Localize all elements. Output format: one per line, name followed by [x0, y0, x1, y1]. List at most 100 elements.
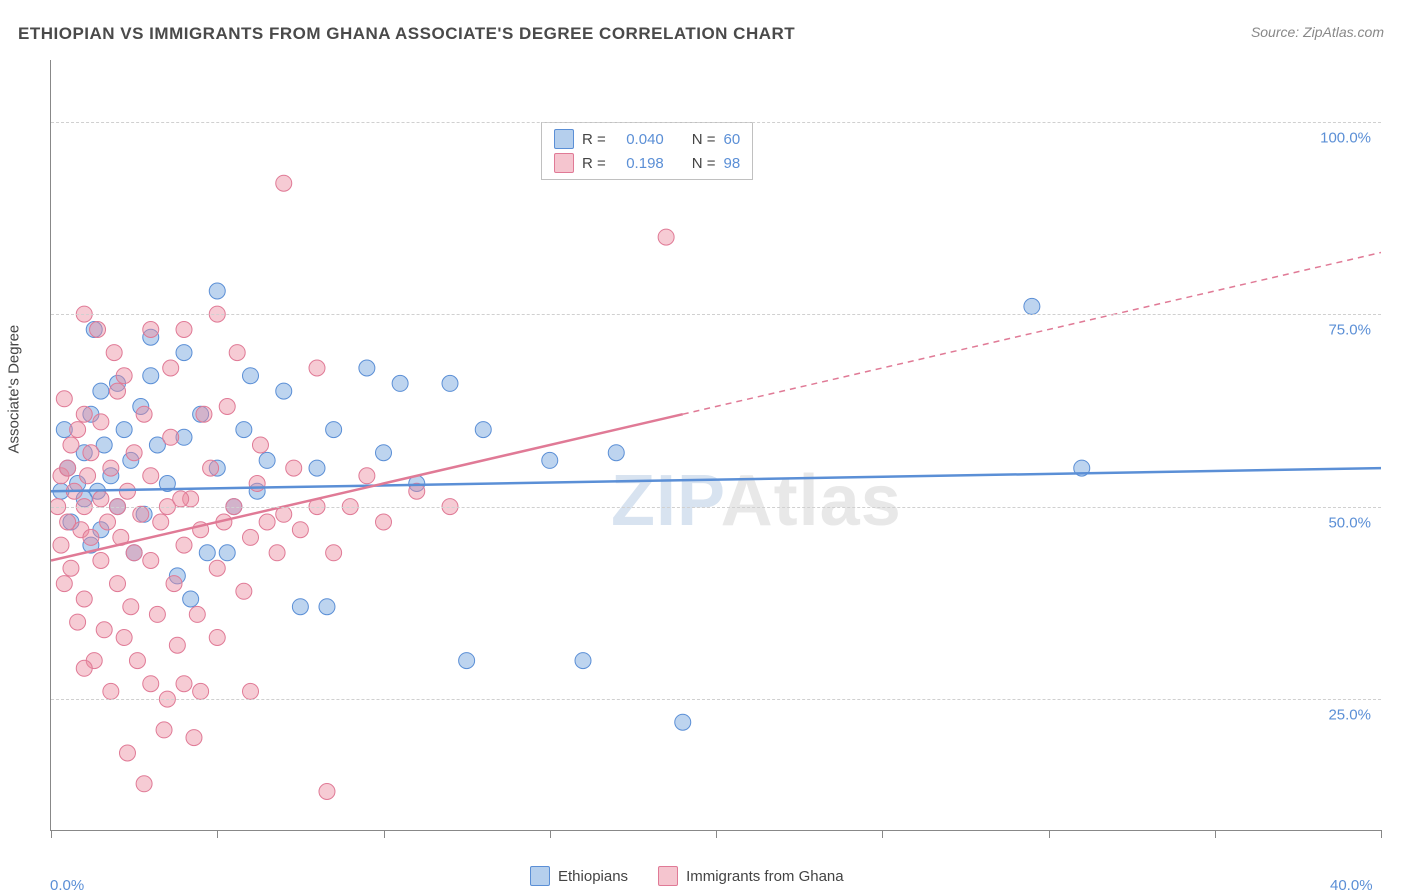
- y-tick-label: 100.0%: [1320, 129, 1371, 146]
- legend-swatch: [658, 866, 678, 886]
- data-point: [259, 514, 275, 530]
- data-point: [243, 529, 259, 545]
- r-value: 0.040: [614, 131, 664, 148]
- data-point: [133, 506, 149, 522]
- data-point: [56, 576, 72, 592]
- gridline: [51, 699, 1381, 700]
- data-point: [176, 322, 192, 338]
- data-point: [63, 560, 79, 576]
- y-tick-label: 25.0%: [1328, 707, 1371, 724]
- x-tick-label: 0.0%: [50, 877, 84, 894]
- data-point: [286, 460, 302, 476]
- data-point: [219, 545, 235, 561]
- data-point: [608, 445, 624, 461]
- data-point: [129, 653, 145, 669]
- data-point: [136, 776, 152, 792]
- data-point: [203, 460, 219, 476]
- data-point: [76, 406, 92, 422]
- data-point: [93, 553, 109, 569]
- gridline: [51, 122, 1381, 123]
- data-point: [196, 406, 212, 422]
- data-point: [376, 514, 392, 530]
- data-point: [143, 368, 159, 384]
- data-point: [658, 229, 674, 245]
- y-axis-label: Associate's Degree: [6, 325, 23, 454]
- data-point: [269, 545, 285, 561]
- data-point: [169, 637, 185, 653]
- chart-container: ETHIOPIAN VS IMMIGRANTS FROM GHANA ASSOC…: [0, 0, 1406, 892]
- data-point: [96, 622, 112, 638]
- data-point: [143, 468, 159, 484]
- data-point: [103, 460, 119, 476]
- data-point: [163, 360, 179, 376]
- data-point: [1024, 298, 1040, 314]
- x-tick: [550, 830, 551, 838]
- trend-line-dashed: [683, 253, 1381, 415]
- data-point: [243, 683, 259, 699]
- data-point: [106, 345, 122, 361]
- x-tick: [1381, 830, 1382, 838]
- data-point: [359, 360, 375, 376]
- data-point: [90, 322, 106, 338]
- legend-item: Immigrants from Ghana: [658, 866, 844, 886]
- data-point: [575, 653, 591, 669]
- data-point: [243, 368, 259, 384]
- data-point: [70, 614, 86, 630]
- data-point: [116, 368, 132, 384]
- data-point: [83, 445, 99, 461]
- data-point: [229, 345, 245, 361]
- data-point: [392, 375, 408, 391]
- data-point: [183, 591, 199, 607]
- legend-label: Ethiopians: [558, 868, 628, 885]
- n-value: 98: [724, 155, 741, 172]
- x-tick: [716, 830, 717, 838]
- y-tick-label: 75.0%: [1328, 322, 1371, 339]
- data-point: [252, 437, 268, 453]
- x-tick: [882, 830, 883, 838]
- legend-series: Ethiopians Immigrants from Ghana: [530, 866, 844, 886]
- data-point: [153, 514, 169, 530]
- data-point: [459, 653, 475, 669]
- data-point: [110, 576, 126, 592]
- x-tick-label: 40.0%: [1330, 877, 1373, 894]
- data-point: [76, 591, 92, 607]
- trend-line: [51, 414, 683, 560]
- data-point: [116, 630, 132, 646]
- y-tick-label: 50.0%: [1328, 514, 1371, 531]
- chart-title: ETHIOPIAN VS IMMIGRANTS FROM GHANA ASSOC…: [18, 24, 795, 44]
- data-point: [76, 660, 92, 676]
- data-point: [236, 583, 252, 599]
- data-point: [276, 175, 292, 191]
- data-point: [319, 784, 335, 800]
- data-point: [319, 599, 335, 615]
- data-point: [119, 745, 135, 761]
- data-point: [156, 722, 172, 738]
- data-point: [123, 599, 139, 615]
- x-tick: [51, 830, 52, 838]
- data-point: [309, 360, 325, 376]
- data-point: [53, 537, 69, 553]
- data-point: [475, 422, 491, 438]
- data-point: [189, 606, 205, 622]
- data-point: [176, 537, 192, 553]
- legend-row: R = 0.198 N = 98: [554, 151, 740, 175]
- x-tick: [1049, 830, 1050, 838]
- x-tick: [1215, 830, 1216, 838]
- gridline: [51, 314, 1381, 315]
- n-value: 60: [724, 131, 741, 148]
- legend-swatch: [530, 866, 550, 886]
- data-point: [56, 391, 72, 407]
- data-point: [60, 460, 76, 476]
- data-point: [126, 545, 142, 561]
- gridline: [51, 507, 1381, 508]
- legend-swatch: [554, 129, 574, 149]
- data-point: [93, 414, 109, 430]
- data-point: [103, 683, 119, 699]
- data-point: [326, 422, 342, 438]
- data-point: [376, 445, 392, 461]
- data-point: [209, 560, 225, 576]
- data-point: [93, 383, 109, 399]
- data-point: [70, 422, 86, 438]
- legend-item: Ethiopians: [530, 866, 628, 886]
- data-point: [83, 529, 99, 545]
